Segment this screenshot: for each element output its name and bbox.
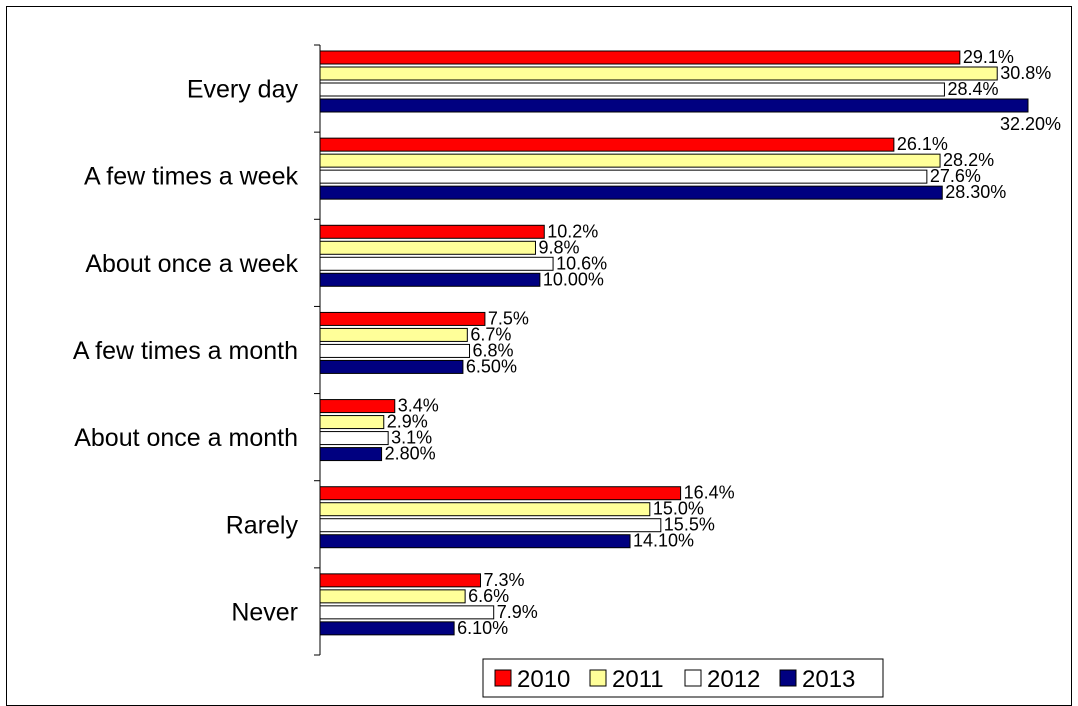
data-label: 9.8% bbox=[538, 237, 579, 257]
bar-2013 bbox=[319, 98, 1029, 113]
bar-2011 bbox=[319, 502, 651, 517]
bar-2013 bbox=[319, 447, 383, 462]
category-label: Every day bbox=[187, 76, 299, 104]
data-label: 14.10% bbox=[633, 531, 694, 551]
bar-2012 bbox=[319, 518, 662, 533]
category-label: Rarely bbox=[226, 511, 299, 539]
data-label: 10.00% bbox=[543, 269, 604, 289]
data-label: 28.4% bbox=[947, 79, 998, 99]
bar-2011 bbox=[319, 327, 468, 342]
bar-2010 bbox=[319, 50, 961, 65]
bars-layer bbox=[319, 50, 1029, 636]
bar-2012 bbox=[319, 82, 945, 97]
bar-2013 bbox=[319, 272, 541, 287]
data-label: 15.0% bbox=[653, 499, 704, 519]
data-label: 7.5% bbox=[488, 308, 529, 328]
data-label: 2.9% bbox=[387, 412, 428, 432]
legend-label: 2012 bbox=[707, 666, 760, 693]
category-label: Never bbox=[231, 598, 298, 626]
bar-2011 bbox=[319, 153, 941, 168]
bar-2012 bbox=[319, 256, 554, 271]
bar-2012 bbox=[319, 431, 389, 446]
data-label: 10.2% bbox=[547, 221, 598, 241]
data-label: 3.4% bbox=[398, 396, 439, 416]
data-label: 3.1% bbox=[391, 428, 432, 448]
data-label: 26.1% bbox=[897, 134, 948, 154]
category-label: About once a month bbox=[74, 424, 298, 452]
data-label: 27.6% bbox=[930, 166, 981, 186]
data-label: 6.7% bbox=[470, 324, 511, 344]
legend-swatch-2010 bbox=[494, 669, 512, 687]
legend-label: 2010 bbox=[517, 666, 570, 693]
chart-frame bbox=[6, 6, 1072, 706]
bar-2010 bbox=[319, 573, 482, 588]
axis-layer bbox=[314, 44, 321, 656]
bar-2011 bbox=[319, 66, 998, 81]
bar-2011 bbox=[319, 589, 466, 604]
bar-2010 bbox=[319, 224, 545, 239]
data-label: 7.9% bbox=[497, 602, 538, 622]
data-label: 6.10% bbox=[457, 618, 508, 638]
bar-2013 bbox=[319, 621, 455, 636]
bar-2013 bbox=[319, 534, 631, 549]
labels-layer: Every day A few times a week About once a … bbox=[73, 47, 1061, 638]
bar-2011 bbox=[319, 415, 385, 430]
data-label: 10.6% bbox=[556, 253, 607, 273]
legend-label: 2011 bbox=[612, 666, 664, 693]
data-label: 6.6% bbox=[468, 586, 509, 606]
legend-swatch-2011 bbox=[589, 669, 607, 687]
data-label: 32.20% bbox=[1000, 114, 1061, 134]
data-label: 6.8% bbox=[473, 340, 514, 360]
data-label: 28.30% bbox=[945, 182, 1006, 202]
bar-2011 bbox=[319, 240, 536, 255]
data-label: 2.80% bbox=[385, 444, 436, 464]
bar-2012 bbox=[319, 605, 495, 620]
bar-2010 bbox=[319, 486, 682, 501]
category-label: About once a week bbox=[85, 250, 298, 278]
data-label: 30.8% bbox=[1000, 63, 1051, 83]
legend-swatch-2013 bbox=[779, 669, 797, 687]
bar-2013 bbox=[319, 359, 464, 374]
data-label: 6.50% bbox=[466, 356, 517, 376]
bar-2010 bbox=[319, 137, 895, 152]
legend-swatch-2012 bbox=[684, 669, 702, 687]
legend-box bbox=[482, 658, 884, 698]
data-label: 7.3% bbox=[484, 570, 525, 590]
legend-label: 2013 bbox=[802, 666, 855, 693]
bar-2013 bbox=[319, 185, 943, 200]
legend: 2010 2011 2012 2013 bbox=[482, 658, 884, 698]
bar-2010 bbox=[319, 399, 396, 414]
bar-2010 bbox=[319, 311, 486, 326]
data-label: 15.5% bbox=[664, 515, 715, 535]
data-label: 16.4% bbox=[684, 483, 735, 503]
data-label: 28.2% bbox=[943, 150, 994, 170]
bar-2012 bbox=[319, 169, 928, 184]
category-label: A few times a month bbox=[73, 337, 298, 365]
bar-2012 bbox=[319, 343, 471, 358]
category-label: A few times a week bbox=[84, 163, 298, 191]
data-label: 29.1% bbox=[963, 47, 1014, 67]
